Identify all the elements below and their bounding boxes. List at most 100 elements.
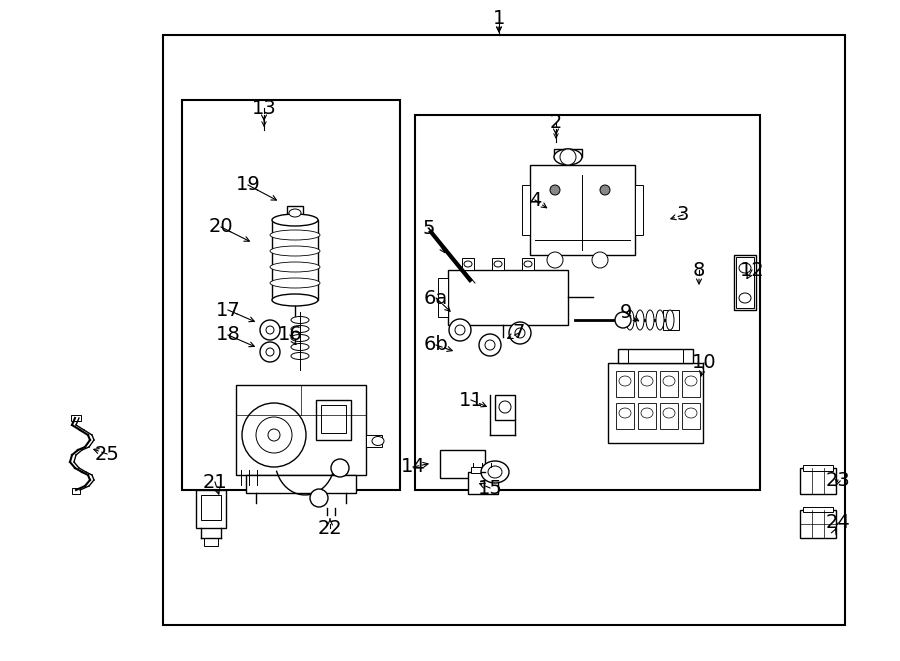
Ellipse shape xyxy=(641,408,653,418)
Bar xyxy=(196,490,226,528)
Circle shape xyxy=(615,312,631,328)
Bar xyxy=(462,258,474,270)
Ellipse shape xyxy=(685,408,697,418)
Text: 15: 15 xyxy=(478,479,502,498)
Bar xyxy=(366,435,382,447)
Bar xyxy=(682,371,700,397)
Text: 17: 17 xyxy=(216,301,240,319)
Circle shape xyxy=(560,149,576,165)
Ellipse shape xyxy=(739,293,751,303)
Ellipse shape xyxy=(646,310,654,330)
Text: 2: 2 xyxy=(550,112,562,132)
Ellipse shape xyxy=(291,352,309,360)
Bar xyxy=(616,403,634,429)
Bar xyxy=(522,185,530,235)
Ellipse shape xyxy=(636,310,644,330)
Ellipse shape xyxy=(291,344,309,350)
Text: 1: 1 xyxy=(493,9,505,28)
Ellipse shape xyxy=(272,294,318,306)
Bar xyxy=(660,403,678,429)
Ellipse shape xyxy=(663,408,675,418)
Bar xyxy=(492,258,504,270)
Bar xyxy=(608,363,703,443)
Text: 13: 13 xyxy=(252,98,276,118)
Bar xyxy=(321,405,346,433)
Circle shape xyxy=(547,252,563,268)
Ellipse shape xyxy=(270,246,320,256)
Bar xyxy=(682,403,700,429)
Ellipse shape xyxy=(372,436,384,446)
Ellipse shape xyxy=(494,261,502,267)
Bar xyxy=(616,371,634,397)
Ellipse shape xyxy=(619,408,631,418)
Ellipse shape xyxy=(270,262,320,272)
Bar xyxy=(316,400,351,440)
Ellipse shape xyxy=(488,466,502,478)
Bar xyxy=(663,310,679,330)
Text: 3: 3 xyxy=(677,206,689,225)
Text: 9: 9 xyxy=(620,303,632,323)
Ellipse shape xyxy=(289,209,301,217)
Bar xyxy=(638,403,656,429)
Bar xyxy=(800,468,836,494)
Text: 22: 22 xyxy=(318,518,342,537)
Bar xyxy=(287,206,303,220)
Ellipse shape xyxy=(626,310,634,330)
Ellipse shape xyxy=(449,319,471,341)
Ellipse shape xyxy=(656,310,664,330)
Bar xyxy=(736,257,754,308)
Text: 14: 14 xyxy=(400,457,426,477)
Text: 23: 23 xyxy=(825,471,850,490)
Bar xyxy=(734,255,756,310)
Text: 10: 10 xyxy=(692,354,716,373)
Ellipse shape xyxy=(291,325,309,332)
Circle shape xyxy=(331,459,349,477)
Circle shape xyxy=(550,185,560,195)
Ellipse shape xyxy=(291,317,309,323)
Bar xyxy=(236,385,366,475)
Circle shape xyxy=(260,320,280,340)
Ellipse shape xyxy=(554,149,582,165)
Ellipse shape xyxy=(524,261,532,267)
Ellipse shape xyxy=(270,278,320,288)
Text: 25: 25 xyxy=(94,444,120,463)
Ellipse shape xyxy=(272,214,318,226)
Circle shape xyxy=(592,252,608,268)
Bar xyxy=(554,149,582,157)
Bar xyxy=(448,270,568,325)
Circle shape xyxy=(310,489,328,507)
Bar xyxy=(468,472,498,494)
Circle shape xyxy=(499,401,511,413)
Bar xyxy=(660,371,678,397)
Circle shape xyxy=(266,326,274,334)
Ellipse shape xyxy=(291,334,309,342)
Text: 18: 18 xyxy=(216,325,240,344)
Text: 6a: 6a xyxy=(424,288,448,307)
Bar xyxy=(72,488,80,494)
Bar xyxy=(522,258,534,270)
Text: 5: 5 xyxy=(423,219,436,237)
Circle shape xyxy=(600,185,610,195)
Ellipse shape xyxy=(663,376,675,386)
Text: 12: 12 xyxy=(740,260,764,280)
Bar xyxy=(71,415,81,421)
Text: 19: 19 xyxy=(236,176,260,194)
Bar xyxy=(163,35,845,625)
Ellipse shape xyxy=(270,230,320,240)
Bar xyxy=(204,538,218,546)
Circle shape xyxy=(260,342,280,362)
Bar xyxy=(618,349,693,363)
Ellipse shape xyxy=(481,461,509,483)
Bar xyxy=(471,467,495,473)
Text: 20: 20 xyxy=(209,217,233,237)
Ellipse shape xyxy=(485,340,495,350)
Circle shape xyxy=(266,348,274,356)
Ellipse shape xyxy=(464,261,472,267)
Text: 24: 24 xyxy=(825,514,850,533)
Bar xyxy=(415,115,760,490)
Bar xyxy=(182,100,400,490)
Ellipse shape xyxy=(685,376,697,386)
Text: 7: 7 xyxy=(513,323,526,342)
Ellipse shape xyxy=(515,328,525,338)
Ellipse shape xyxy=(479,334,501,356)
